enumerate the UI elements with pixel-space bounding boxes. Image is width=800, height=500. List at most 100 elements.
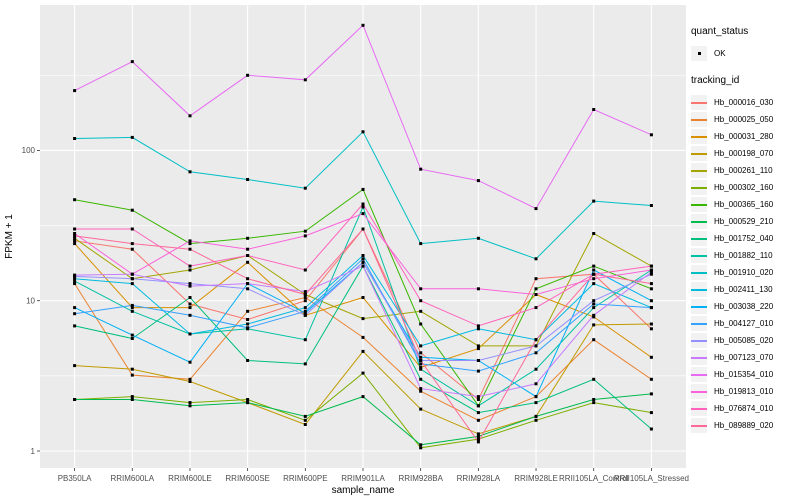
data-point [534,338,538,342]
legend-key-box [691,180,707,195]
data-point [246,309,250,313]
data-point [592,272,596,276]
data-point [361,227,365,231]
data-point [419,389,423,393]
data-point [649,270,653,274]
data-point [592,108,596,111]
data-point [534,395,538,399]
data-point [476,437,480,441]
data-point [649,322,653,326]
legend-item-Hb_000025_050: Hb_000025_050 [691,112,799,127]
data-point [534,418,538,422]
data-point [361,317,365,321]
data-point [246,326,250,330]
data-point [592,313,596,317]
data-point [534,351,538,355]
tracking-id-legend-entries: Hb_000016_030 Hb_000025_050 Hb_000031_280 H… [691,95,799,433]
x-tick-label: RRIM928LE [514,474,558,483]
data-point [592,199,596,203]
data-point [130,398,134,401]
legend-item-label: OK [714,49,726,58]
legend-key-line-icon [691,186,707,189]
data-point [130,242,134,246]
y-axis-title: FPKM + 1 [4,214,15,259]
data-point [476,404,480,408]
data-point [73,364,77,368]
legend-item-label: Hb_000302_160 [714,183,774,192]
data-point [188,377,192,381]
data-point [592,264,596,268]
data-point [649,327,653,331]
data-point [246,178,250,181]
legend-item-Hb_000198_070: Hb_000198_070 [691,146,799,161]
legend-key-box [691,231,707,246]
data-point [361,212,365,216]
data-point [188,239,192,243]
data-point [73,239,77,243]
legend-item-Hb_001882_110: Hb_001882_110 [691,248,799,263]
data-point [649,306,653,310]
quant-status-legend-title: quant_status [691,26,749,37]
legend-key-box [691,265,707,280]
legend-item-label: Hb_000016_030 [714,98,774,107]
data-point [130,337,134,340]
data-point [361,23,365,27]
legend-item-label: Hb_001882_110 [714,251,773,260]
data-point [73,242,77,246]
data-point [361,264,365,268]
legend-key-box [691,129,707,144]
legend-key-line-icon [691,118,707,121]
data-point [649,268,653,272]
data-point [592,401,596,405]
legend-item-Hb_089889_020: Hb_089889_020 [691,418,799,433]
y-tick-label: 100 [22,146,36,155]
data-point [73,324,77,328]
legend-item-Hb_000031_280: Hb_000031_280 [691,129,799,144]
legend-item-label: Hb_005085_020 [714,336,774,345]
data-point [361,205,365,209]
legend-key-box [691,214,707,229]
data-point [246,287,250,291]
data-point [419,299,423,303]
data-point [130,367,134,371]
data-point [303,299,307,303]
legend-item-label: Hb_076874_010 [714,404,774,413]
data-point [130,247,134,251]
data-point [130,272,134,276]
legend-item-label: Hb_002411_130 [714,285,773,294]
legend-item-label: Hb_015354_010 [714,370,774,379]
data-point [534,344,538,348]
data-point [73,282,77,286]
data-point [361,257,365,261]
legend-key-line-icon [691,135,707,138]
data-point [534,277,538,281]
data-point [73,232,77,235]
legend-key-line-icon [691,152,707,155]
legend-item-label: Hb_000365_160 [714,200,774,209]
legend-item-Hb_076874_010: Hb_076874_010 [691,401,799,416]
legend-key-line-icon [691,237,707,240]
data-point [246,254,250,257]
data-point [73,277,77,281]
data-point [188,302,192,306]
data-point [592,232,596,235]
data-point [130,303,134,307]
data-point [130,333,134,337]
data-point [303,338,307,342]
data-point [592,398,596,401]
data-point [592,323,596,327]
data-point [592,268,596,272]
legend-key-box [691,367,707,382]
data-point [476,418,480,422]
legend-key-line-icon [691,203,707,206]
data-point [361,187,365,191]
data-point [130,309,134,313]
tracking-id-legend: tracking_id Hb_000016_030 Hb_000025_050 Hb… [691,75,799,433]
data-point [130,277,134,281]
data-point [73,227,77,231]
legend-key-line-icon [691,254,707,257]
x-tick-label: RRIM928BA [398,474,443,483]
data-point [73,398,77,401]
